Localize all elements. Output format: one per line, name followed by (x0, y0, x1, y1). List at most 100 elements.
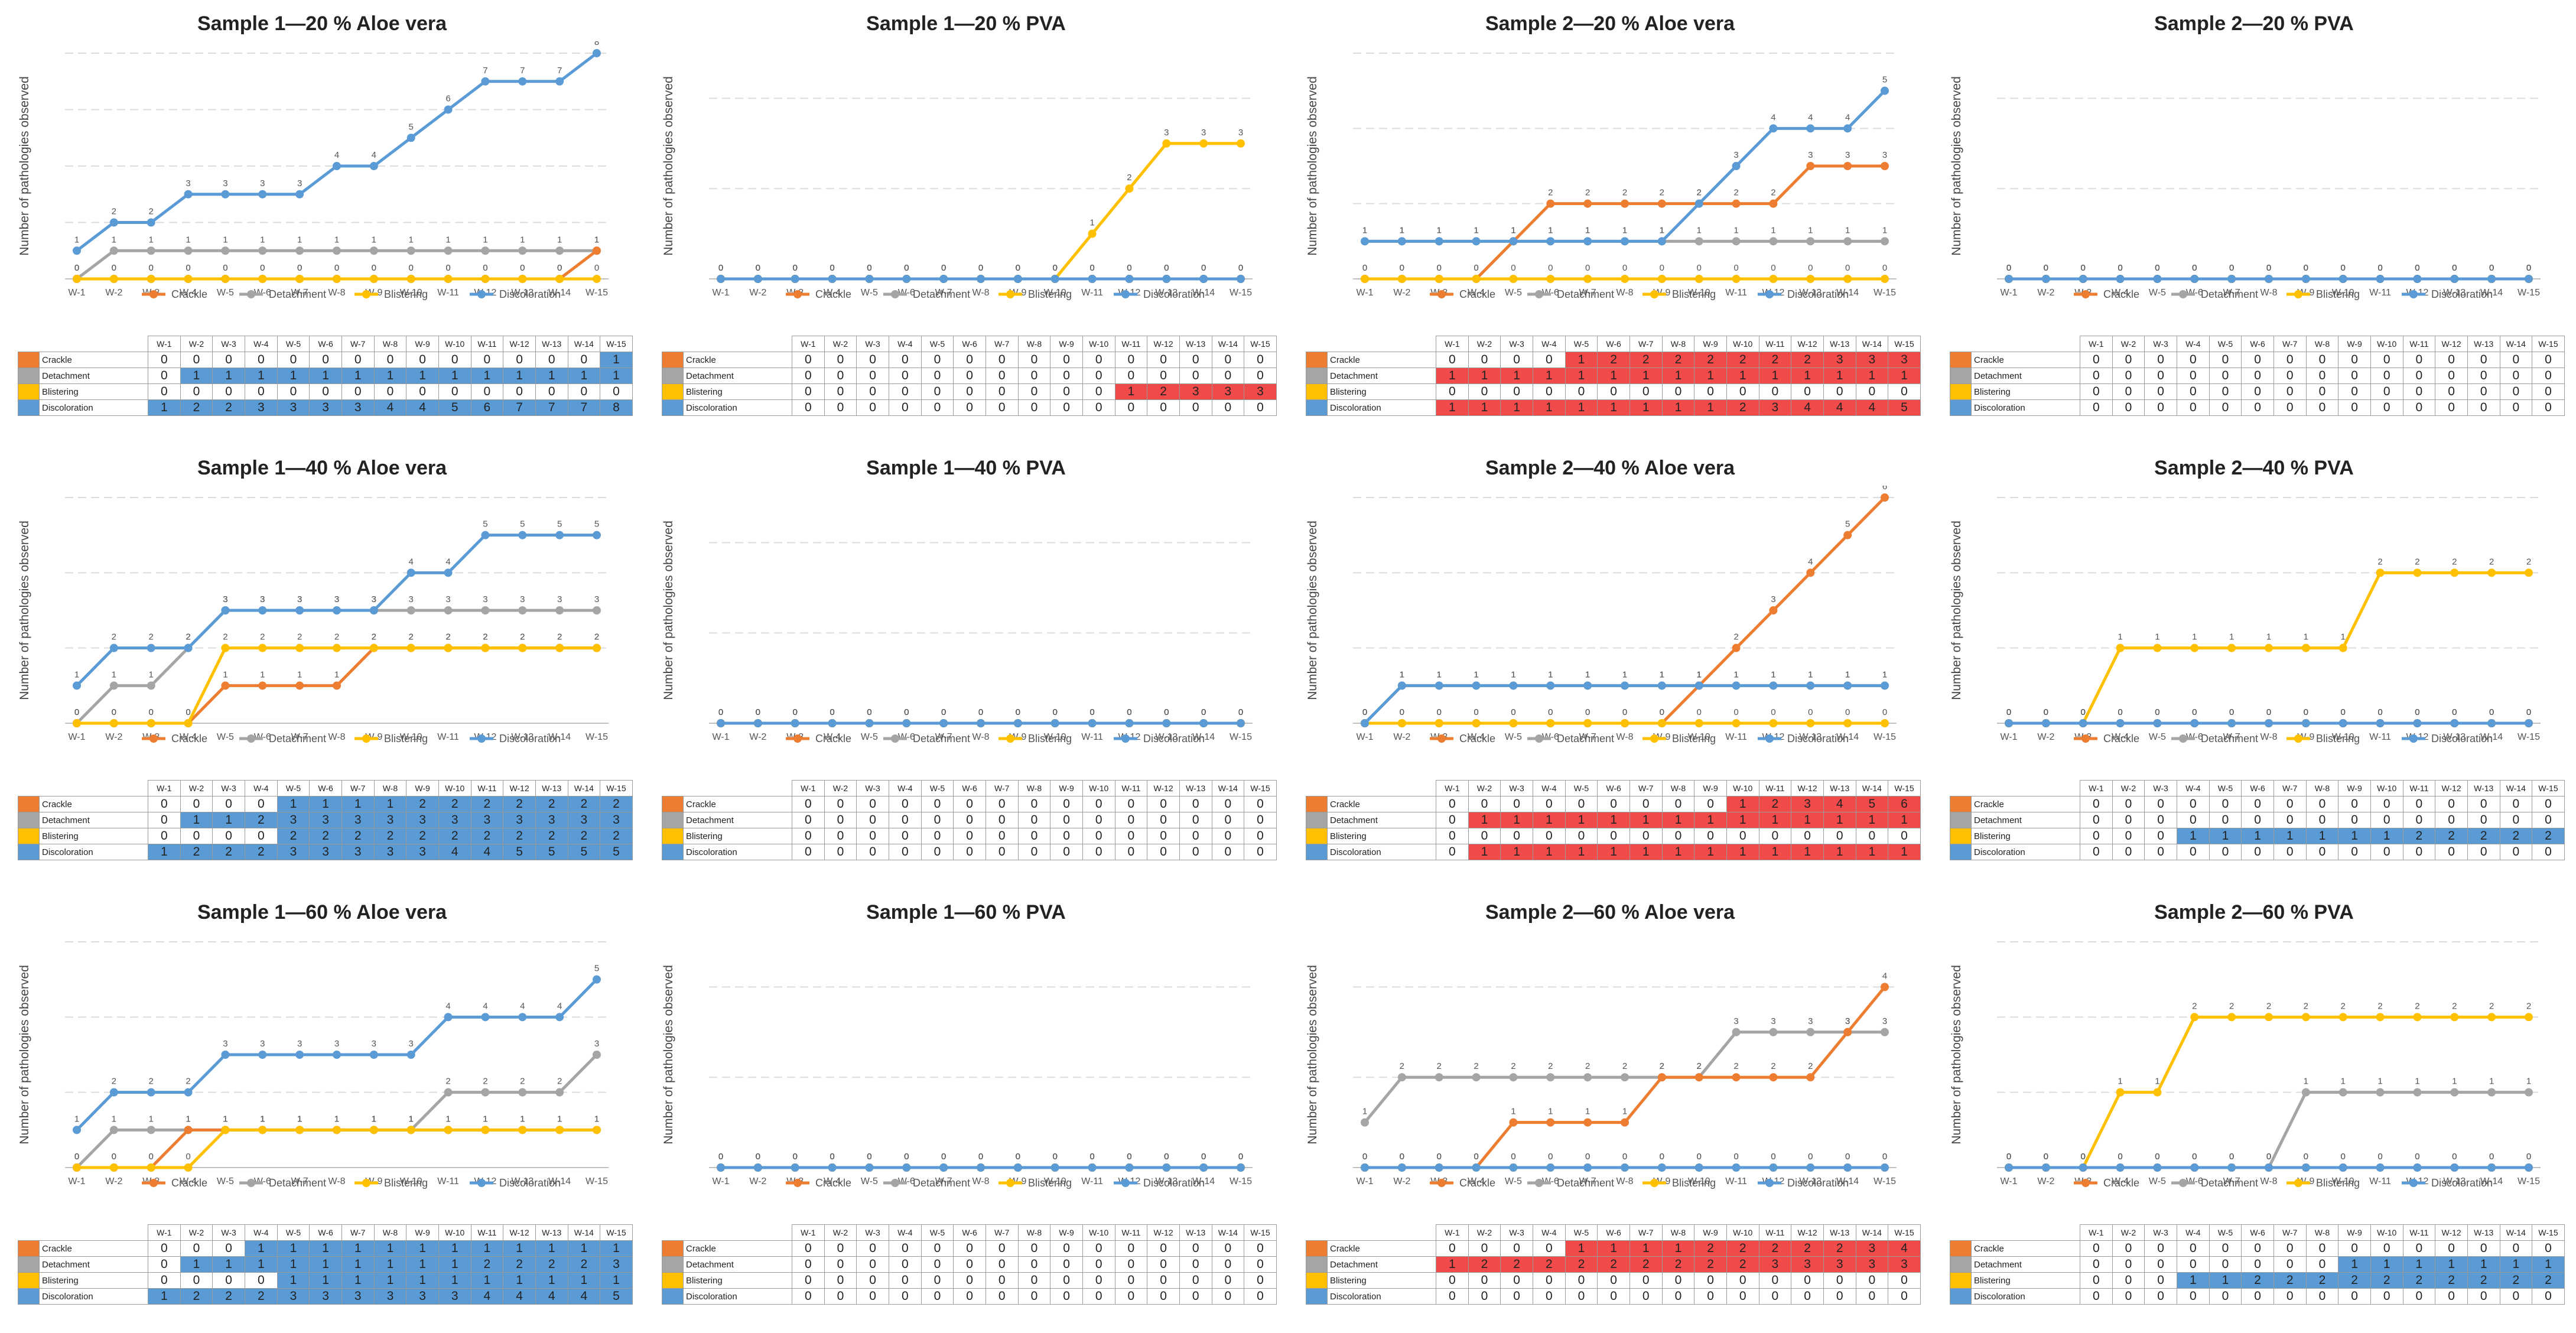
data-point-blistering (2227, 1013, 2236, 1022)
data-label: 0 (2266, 707, 2271, 717)
table-column-header: W-8 (2305, 336, 2339, 352)
legend-marker-crackle (793, 290, 802, 298)
table-column-header: W-6 (309, 336, 342, 352)
table-cell: 1 (1565, 812, 1598, 828)
table-cell: 0 (2402, 399, 2436, 416)
data-label: 1 (2155, 1077, 2159, 1087)
x-tick-label: W-7 (935, 1176, 952, 1186)
x-tick-label: W-10 (1044, 1176, 1066, 1186)
data-label: 0 (186, 707, 190, 717)
table-cell: 1 (1436, 368, 1469, 384)
data-point-blistering (1621, 719, 1629, 727)
data-label: 0 (1660, 263, 1664, 273)
data-point-discoloration (1806, 1163, 1815, 1172)
table-cell: 2 (1694, 352, 1727, 368)
data-point-detachment (1472, 1073, 1481, 1082)
table-cell: 1 (503, 368, 536, 384)
table-cell: 4 (1823, 399, 1856, 416)
data-point-blistering (295, 643, 304, 652)
data-label: 0 (756, 707, 760, 717)
table-cell: 0 (2112, 1288, 2145, 1305)
data-label: 2 (483, 1077, 487, 1087)
table-cell: 0 (2499, 352, 2533, 368)
table-cell: 0 (2144, 1256, 2177, 1273)
data-label: 0 (1511, 1152, 1515, 1162)
table-cell: 0 (824, 1272, 857, 1289)
table-cell: 0 (2532, 1240, 2565, 1257)
data-point-blistering (184, 719, 193, 727)
table-column-header: W-7 (2273, 1224, 2307, 1241)
data-label: 0 (2155, 263, 2159, 273)
table-cell: 0 (888, 844, 922, 860)
data-point-discoloration (753, 719, 762, 727)
data-point-discoloration (2487, 1163, 2496, 1172)
table-cell: 0 (824, 352, 857, 368)
table-column-header: W-10 (1082, 1224, 1115, 1241)
data-label: 0 (2229, 1152, 2234, 1162)
data-label: 2 (1548, 188, 1553, 198)
data-point-discoloration (406, 568, 415, 577)
x-tick-label: W-10 (1044, 288, 1066, 298)
table-cell: 1 (1565, 368, 1598, 384)
data-label: 0 (2081, 707, 2086, 717)
data-point-crackle (1769, 606, 1778, 615)
table-cell: 1 (373, 1240, 407, 1257)
table-column-header: W-8 (1017, 780, 1051, 796)
y-axis-label: Number of pathologies observed (662, 76, 675, 256)
table-cell: 1 (2273, 828, 2307, 844)
table-cell: 0 (2532, 796, 2565, 812)
table-cell: 0 (2144, 828, 2177, 844)
table-cell: 0 (1082, 368, 1115, 384)
data-point-discoloration (555, 531, 564, 539)
table-cell: 0 (2273, 796, 2307, 812)
table-column-header: W-11 (2402, 336, 2436, 352)
table-cell: 1 (309, 796, 342, 812)
table-column-header: W-6 (1597, 336, 1630, 352)
series-line-blistering (721, 142, 1241, 281)
data-point-blistering (1546, 719, 1555, 727)
data-label: 0 (1201, 1152, 1206, 1162)
data-label: 0 (904, 1152, 909, 1162)
data-label: 1 (1697, 669, 1702, 679)
data-label: 1 (149, 1114, 154, 1124)
data-label: 1 (1089, 218, 1094, 228)
data-point-blistering (2413, 568, 2422, 577)
legend-marker-detachment (891, 1179, 899, 1187)
table-cell: 2 (341, 828, 375, 844)
data-point-detachment (593, 1051, 601, 1059)
data-label: 0 (2192, 263, 2197, 273)
table-cell: 2 (2532, 828, 2565, 844)
table-column-header: W-8 (373, 1224, 407, 1241)
table-header-row: W-1 W-2 W-3 W-4 W-5 W-6 W-7 W-8 W-9 W-10 W-11 W-12 W… (18, 336, 633, 352)
table-cell: 0 (212, 1272, 245, 1289)
data-label: 0 (1362, 707, 1367, 717)
data-label: 5 (1882, 75, 1887, 85)
data-label: 0 (1053, 707, 1058, 717)
data-label: 0 (2377, 707, 2382, 717)
table-cell: 0 (888, 1288, 922, 1305)
data-point-blistering (221, 1126, 230, 1134)
data-point-discoloration (184, 190, 193, 199)
data-label: 2 (2266, 1001, 2271, 1011)
table-cell: 0 (2176, 796, 2210, 812)
data-label: 1 (2266, 632, 2271, 642)
data-point-discoloration (828, 275, 837, 283)
table-cell: 0 (921, 383, 954, 400)
table-cell: 1 (309, 1272, 342, 1289)
table-cell: 0 (921, 1272, 954, 1289)
data-label: 1 (2304, 632, 2308, 642)
data-point-discoloration (717, 1163, 725, 1172)
data-label: 0 (978, 707, 983, 717)
table-cell: 0 (1888, 1272, 1921, 1289)
data-label: 0 (867, 263, 871, 273)
table-cell: 0 (2176, 399, 2210, 416)
x-tick-label: W-4 (2112, 1176, 2129, 1186)
table-cell: 0 (2144, 1288, 2177, 1305)
table-cell: 3 (341, 399, 375, 416)
table-cell: 0 (1436, 1240, 1469, 1257)
data-label: 0 (2006, 707, 2011, 717)
data-label: 2 (2415, 557, 2419, 567)
table-column-header: W-11 (470, 336, 504, 352)
legend-label-detachment: Detachment (269, 1177, 326, 1189)
data-label: 0 (112, 263, 116, 273)
